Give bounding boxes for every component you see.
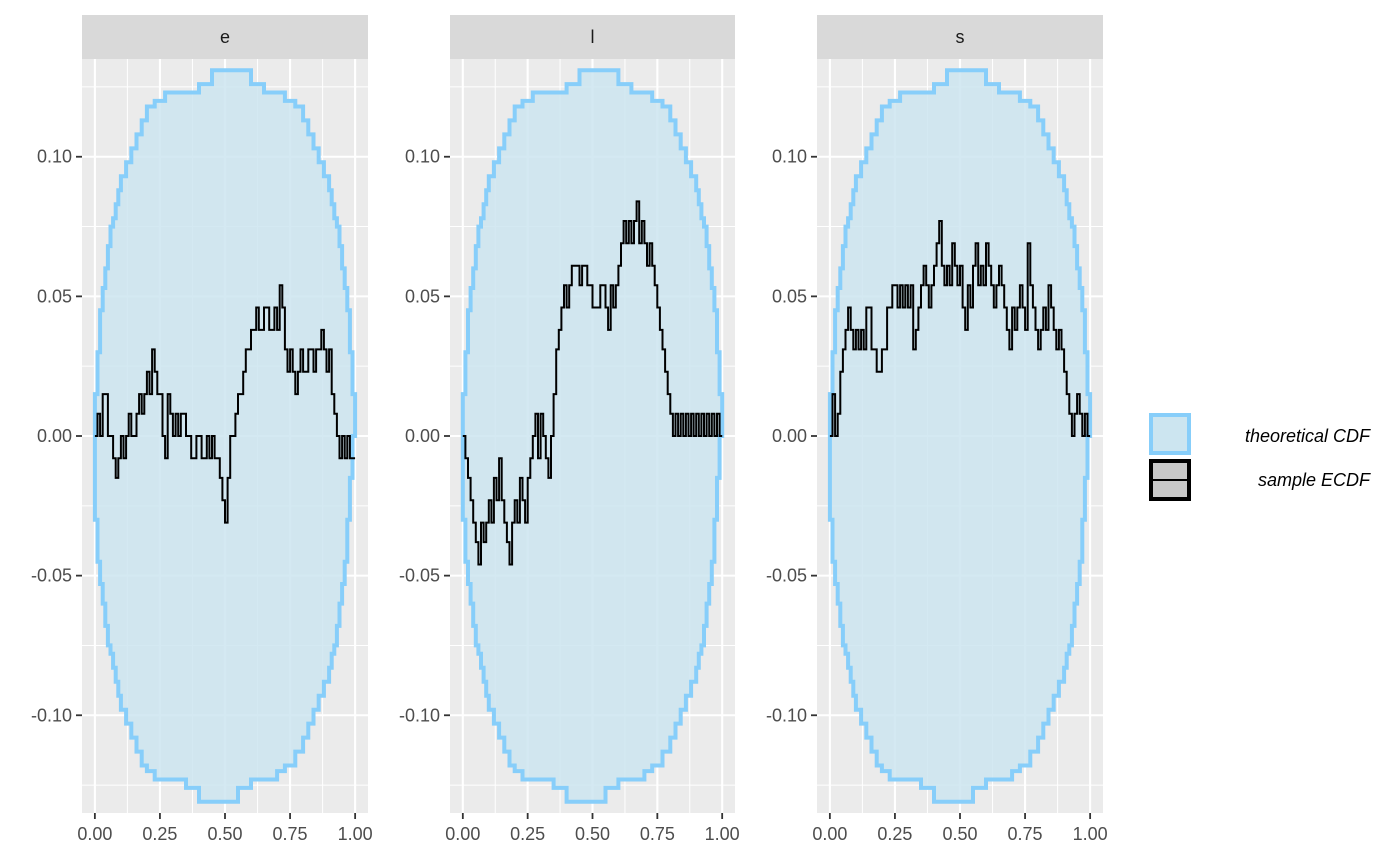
- facet-panel-s: s -0.10 -0.05 0.00 0.05 0.10 0.00 0.25 0.50 0.75 1…: [766, 15, 1108, 844]
- facet-strip-label: s: [956, 27, 965, 47]
- x-tick-label: 0.75: [640, 824, 675, 844]
- y-tick-label: -0.05: [31, 566, 72, 586]
- x-tick-label: 1.00: [338, 824, 373, 844]
- y-tick-label: 0.10: [405, 147, 440, 167]
- x-tick-label: 0.25: [142, 824, 177, 844]
- y-tick-label: 0.05: [37, 286, 72, 306]
- sample-ecdf-line: [829, 220, 1091, 437]
- y-tick-label: 0.00: [405, 426, 440, 446]
- y-tick-label: 0.05: [405, 286, 440, 306]
- legend-item-sample-ecdf: sample ECDF: [1149, 459, 1371, 501]
- y-tick-label: 0.10: [37, 147, 72, 167]
- legend-label-sample-ecdf: sample ECDF: [1258, 470, 1371, 490]
- x-tick-label: 0.50: [207, 824, 242, 844]
- y-tick-label: 0.05: [772, 286, 807, 306]
- legend: theoretical CDF sample ECDF: [1149, 413, 1371, 501]
- x-tick-label: 0.00: [77, 824, 112, 844]
- y-tick-label: 0.00: [772, 426, 807, 446]
- facet-panel-l: l -0.10 -0.05 0.00 0.05 0.10 0.00 0.25 0.50 0.75 1…: [399, 15, 740, 844]
- legend-label-theoretical-cdf: theoretical CDF: [1245, 426, 1371, 446]
- y-tick-label: -0.05: [399, 566, 440, 586]
- facet-strip: [82, 15, 368, 59]
- theoretical-cdf-band: [827, 68, 1093, 804]
- x-tick-label: 0.75: [1008, 824, 1043, 844]
- y-tick-label: -0.10: [766, 705, 807, 725]
- legend-key-theoretical-cdf: [1149, 413, 1191, 455]
- facet-strip-label: e: [220, 27, 230, 47]
- x-tick-label: 1.00: [705, 824, 740, 844]
- sample-ecdf-line: [94, 284, 356, 524]
- facet-strip: [817, 15, 1103, 59]
- legend-item-theoretical-cdf: theoretical CDF: [1149, 413, 1371, 455]
- x-tick-label: 0.50: [942, 824, 977, 844]
- facet-strip-label: l: [591, 27, 595, 47]
- x-tick-label: 0.50: [575, 824, 610, 844]
- facet-strip: [450, 15, 735, 59]
- y-tick-label: -0.10: [31, 705, 72, 725]
- y-tick-label: -0.05: [766, 566, 807, 586]
- y-tick-label: -0.10: [399, 705, 440, 725]
- x-tick-label: 0.00: [445, 824, 480, 844]
- x-tick-label: 0.25: [877, 824, 912, 844]
- sample-ecdf-line: [462, 200, 723, 566]
- x-tick-label: 0.00: [812, 824, 847, 844]
- theoretical-cdf-band: [92, 68, 358, 804]
- y-tick-label: 0.00: [37, 426, 72, 446]
- y-tick-label: 0.10: [772, 147, 807, 167]
- facet-panel-e: e -0.10 -0.05 0.00 0.05 0.10 0.00 0.25 0.50 0.75 1…: [31, 15, 373, 844]
- x-tick-label: 1.00: [1073, 824, 1108, 844]
- x-tick-label: 0.25: [510, 824, 545, 844]
- x-tick-label: 0.75: [273, 824, 308, 844]
